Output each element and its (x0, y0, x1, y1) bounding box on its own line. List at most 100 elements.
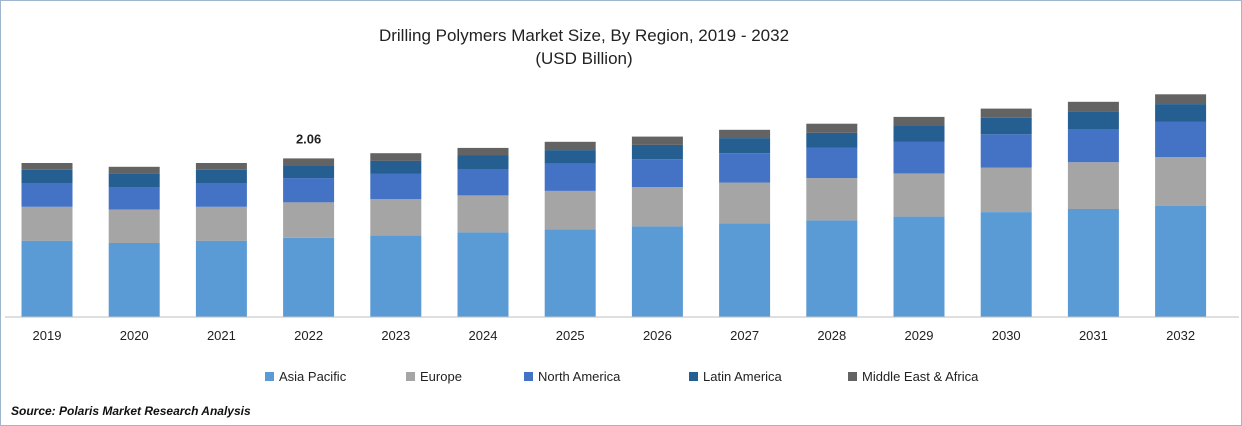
bar-2032-asia-pacific (1155, 205, 1207, 317)
bar-2031-latin-america (1067, 111, 1119, 129)
bar-2028-latin-america (806, 132, 858, 148)
bar-2032-europe (1155, 156, 1207, 206)
bar-2025-north-america (544, 163, 596, 191)
legend-item-north-america: North America (524, 369, 620, 384)
bar-2032-latin-america (1155, 104, 1207, 122)
bar-2030-europe (980, 167, 1032, 212)
bar-2020-latin-america (108, 173, 160, 188)
bar-2026-europe (631, 187, 683, 227)
bar-2026-latin-america (631, 144, 683, 160)
bar-2019-asia-pacific (21, 240, 73, 317)
bar-2027-europe (719, 182, 771, 224)
bar-2029-asia-pacific (893, 216, 945, 317)
bar-2022-north-america (283, 178, 335, 203)
bar-2031-europe (1067, 162, 1119, 209)
bar-2020-europe (108, 209, 160, 243)
bar-2021-europe (195, 206, 247, 241)
bar-2023-europe (370, 199, 422, 236)
bar-2031-north-america (1067, 129, 1119, 163)
bar-2026-north-america (631, 159, 683, 188)
chart-subtitle: (USD Billion) (535, 49, 633, 68)
bar-2019-middle-east-africa (21, 163, 73, 170)
legend-swatch-middle-east-africa (848, 372, 857, 381)
x-tick-label-2029: 2029 (905, 328, 934, 343)
bar-2020-north-america (108, 187, 160, 210)
legend-label-middle-east-africa: Middle East & Africa (862, 369, 979, 384)
x-tick-label-2031: 2031 (1079, 328, 1108, 343)
bar-2028-asia-pacific (806, 220, 858, 317)
source-note: Source: Polaris Market Research Analysis (11, 404, 251, 418)
bar-2019-europe (21, 206, 73, 241)
legend-label-europe: Europe (420, 369, 462, 384)
x-tick-label-2027: 2027 (730, 328, 759, 343)
legend-item-latin-america: Latin America (689, 369, 782, 384)
x-tick-labels: 2019 2020 2021 2022 2023 2024 2025 2026 2027 2028… (33, 328, 1196, 343)
x-tick-label-2032: 2032 (1166, 328, 1195, 343)
bar-2028-north-america (806, 147, 858, 179)
bar-2025-europe (544, 190, 596, 230)
bar-2029-middle-east-africa (893, 116, 945, 126)
bar-2030-north-america (980, 134, 1032, 168)
bar-2021-north-america (195, 183, 247, 207)
bar-2022-latin-america (283, 166, 335, 179)
x-tick-label-2026: 2026 (643, 328, 672, 343)
legend-swatch-latin-america (689, 372, 698, 381)
legend-swatch-asia-pacific (265, 372, 274, 381)
x-tick-label-2025: 2025 (556, 328, 585, 343)
bar-2028-middle-east-africa (806, 123, 858, 133)
bar-2027-middle-east-africa (719, 129, 771, 139)
x-tick-label-2030: 2030 (992, 328, 1021, 343)
bar-2030-middle-east-africa (980, 108, 1032, 118)
bar-2030-latin-america (980, 117, 1032, 135)
bar-2026-middle-east-africa (631, 136, 683, 145)
bar-2025-middle-east-africa (544, 141, 596, 151)
bar-2030-asia-pacific (980, 212, 1032, 317)
bars-group (21, 94, 1207, 317)
bar-2023-latin-america (370, 160, 422, 174)
bar-2025-asia-pacific (544, 229, 596, 317)
bar-2025-latin-america (544, 150, 596, 164)
bar-2021-asia-pacific (195, 240, 247, 317)
x-tick-label-2021: 2021 (207, 328, 236, 343)
bar-2020-asia-pacific (108, 243, 160, 317)
legend-label-north-america: North America (538, 369, 621, 384)
annotations-group: 2.06 (296, 131, 321, 146)
chart-title: Drilling Polymers Market Size, By Region… (378, 26, 790, 45)
legend-label-asia-pacific: Asia Pacific (279, 369, 347, 384)
x-tick-label-2023: 2023 (381, 328, 410, 343)
bar-2023-middle-east-africa (370, 153, 422, 161)
bar-2029-north-america (893, 141, 945, 174)
bar-2031-middle-east-africa (1067, 101, 1119, 112)
bar-2024-latin-america (457, 155, 509, 169)
bar-2032-middle-east-africa (1155, 94, 1207, 105)
bar-2027-latin-america (719, 138, 771, 154)
bar-2024-middle-east-africa (457, 147, 509, 156)
x-tick-label-2028: 2028 (817, 328, 846, 343)
x-tick-label-2024: 2024 (469, 328, 498, 343)
bar-2024-asia-pacific (457, 232, 509, 317)
x-tick-label-2020: 2020 (120, 328, 149, 343)
bar-2022-middle-east-africa (283, 158, 335, 166)
bar-2020-middle-east-africa (108, 166, 160, 174)
bar-2029-latin-america (893, 126, 945, 142)
bar-2019-north-america (21, 183, 73, 207)
legend-swatch-north-america (524, 372, 533, 381)
data-label-2022: 2.06 (296, 131, 321, 146)
bar-2021-middle-east-africa (195, 163, 247, 170)
bar-2019-latin-america (21, 169, 73, 184)
bar-2026-asia-pacific (631, 226, 683, 317)
legend-item-asia-pacific: Asia Pacific (265, 369, 346, 384)
bar-2022-europe (283, 202, 335, 238)
x-tick-label-2022: 2022 (294, 328, 323, 343)
legend-item-middle-east-africa: Middle East & Africa (848, 369, 978, 384)
bar-2028-europe (806, 178, 858, 221)
legend: Asia Pacific Europe North America Latin Ame… (1, 369, 1242, 387)
bar-2027-asia-pacific (719, 223, 771, 317)
legend-swatch-europe (406, 372, 415, 381)
bar-2023-north-america (370, 173, 422, 200)
legend-item-europe: Europe (406, 369, 462, 384)
bar-2021-latin-america (195, 169, 247, 184)
bar-2029-europe (893, 173, 945, 217)
stacked-bar-chart: 2019 2020 2021 2022 2023 2024 2025 2026 2027 2028… (5, 94, 1239, 343)
